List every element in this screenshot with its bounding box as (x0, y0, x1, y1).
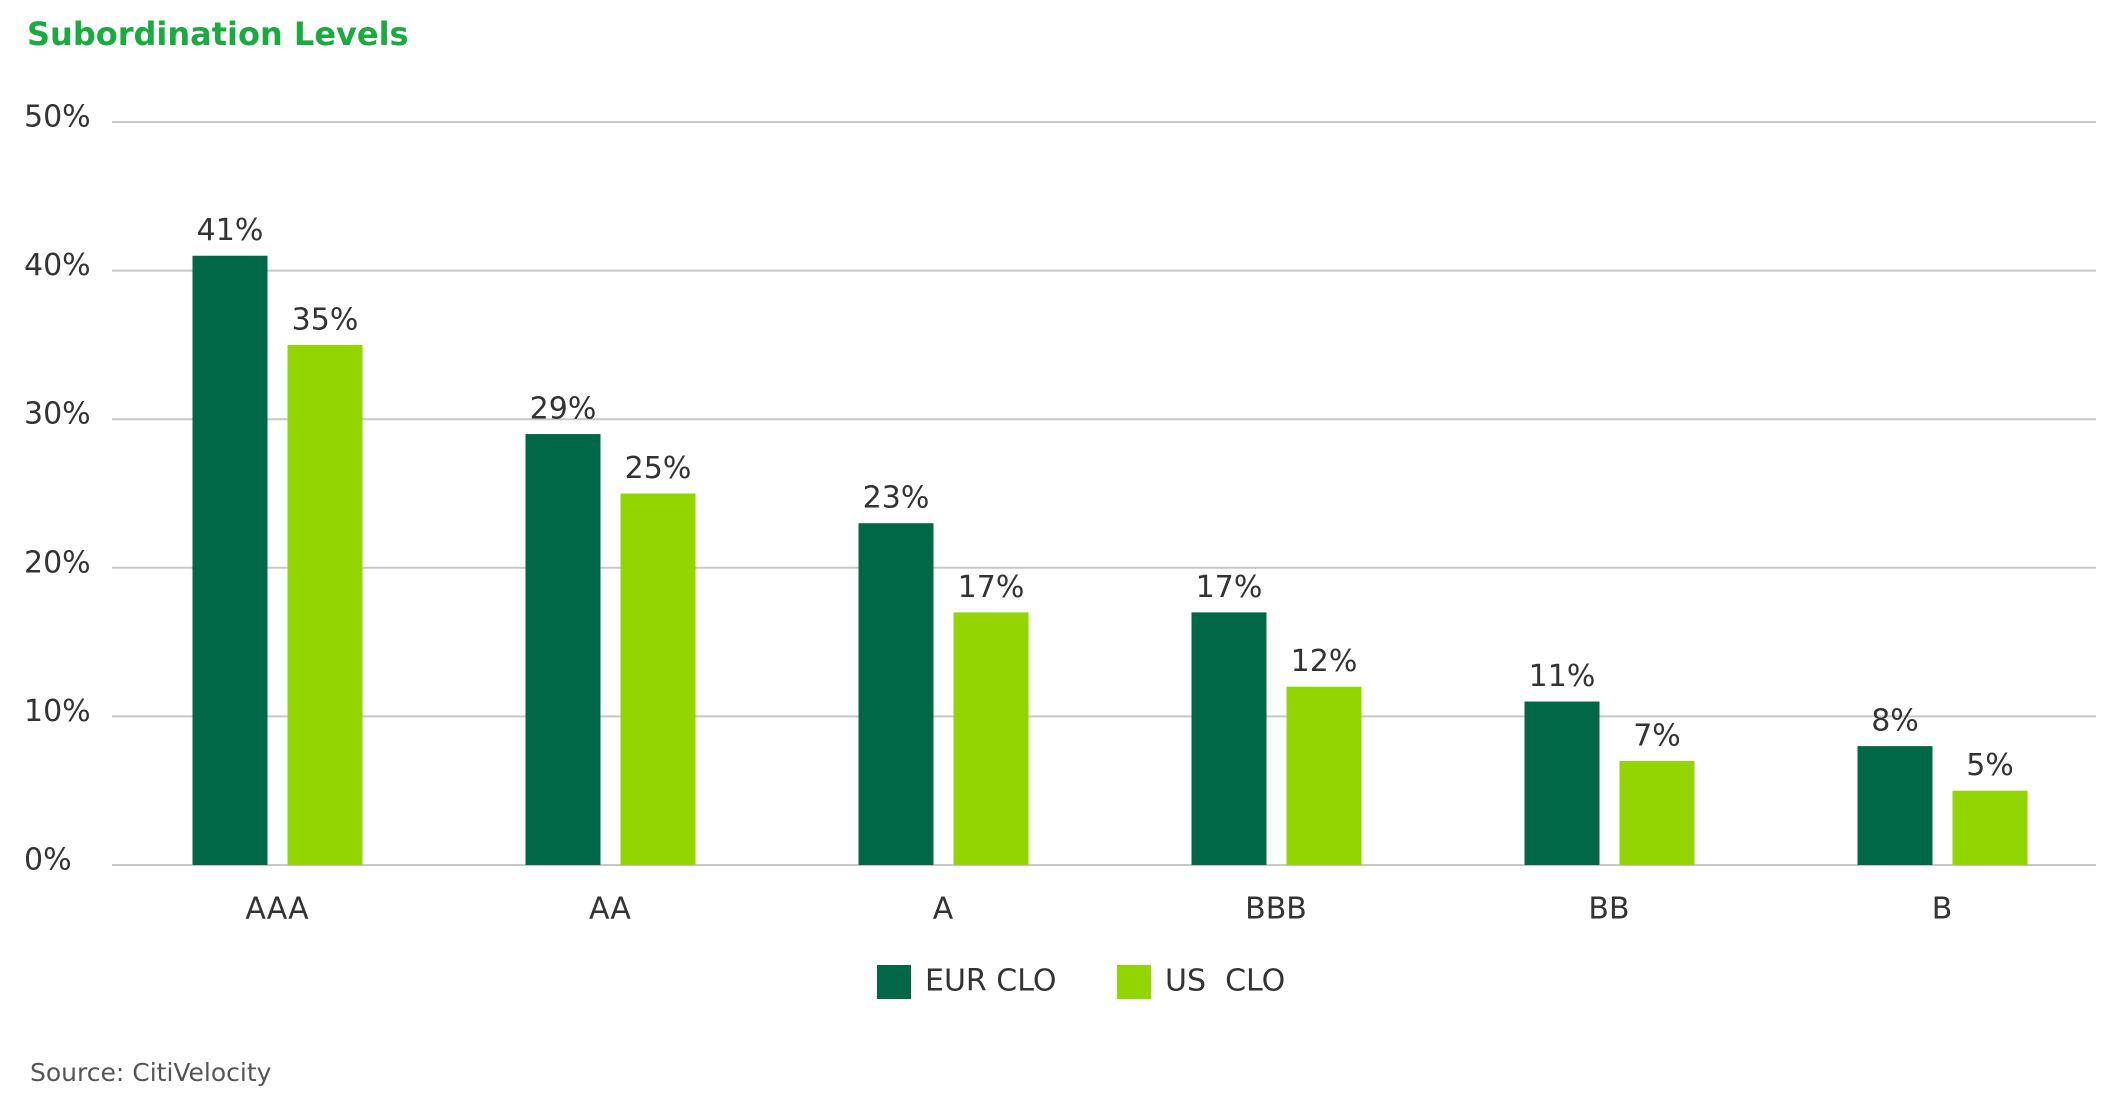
bar (1857, 746, 1933, 865)
bar (1524, 701, 1600, 865)
legend-label: US CLO (1165, 964, 1285, 999)
y-tick-label: 10% (24, 694, 91, 729)
x-tick-label: BBB (1245, 892, 1307, 927)
value-label: 41% (197, 213, 264, 248)
x-tick-label: A (933, 892, 954, 927)
x-tick-label: BB (1588, 892, 1629, 927)
chart-title: Subordination Levels (27, 15, 409, 53)
bar (953, 612, 1029, 865)
y-tick-label: 30% (24, 397, 91, 432)
y-tick-label: 50% (24, 100, 91, 135)
value-label: 29% (530, 392, 597, 427)
x-tick-label: AA (589, 892, 631, 927)
value-label: 17% (1196, 570, 1263, 605)
value-label: 12% (1291, 644, 1358, 679)
bar (287, 344, 363, 865)
value-label: 25% (625, 451, 692, 486)
bar (858, 523, 934, 865)
x-tick-label: B (1932, 892, 1953, 927)
value-label: 11% (1529, 659, 1596, 694)
value-label: 5% (1966, 748, 2014, 783)
value-label: 7% (1633, 718, 1681, 753)
legend-label: EUR CLO (925, 964, 1057, 999)
bar (1191, 612, 1267, 865)
legend-swatch (877, 965, 911, 999)
value-label: 23% (863, 481, 930, 516)
value-label: 17% (958, 570, 1025, 605)
y-tick-label: 40% (24, 248, 91, 283)
y-tick-label: 0% (24, 843, 72, 878)
legend-swatch (1117, 965, 1151, 999)
x-tick-label: AAA (245, 892, 309, 927)
bar (192, 255, 268, 866)
bar (1286, 686, 1362, 865)
y-tick-label: 20% (24, 545, 91, 580)
value-label: 8% (1871, 704, 1919, 739)
value-label: 35% (292, 302, 359, 337)
bar (525, 434, 601, 865)
source-note: Source: CitiVelocity (30, 1058, 272, 1087)
bar (1952, 790, 2028, 865)
bar (1619, 760, 1695, 865)
bar (620, 493, 696, 865)
